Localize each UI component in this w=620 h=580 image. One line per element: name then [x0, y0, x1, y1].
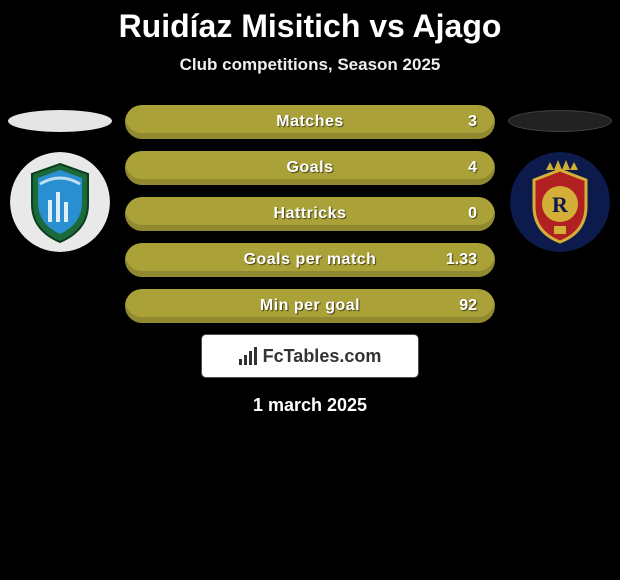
stat-bar-goals: Goals 4	[125, 151, 495, 185]
stat-bar-goals-per-match: Goals per match 1.33	[125, 243, 495, 277]
bar-chart-icon	[239, 347, 257, 365]
main-row: Matches 3 Goals 4 Hattricks 0 Goals per …	[0, 105, 620, 416]
sounders-badge-icon	[10, 152, 110, 252]
left-side	[5, 105, 115, 252]
stat-value: 0	[468, 205, 477, 223]
stat-bar-matches: Matches 3	[125, 105, 495, 139]
stat-value: 1.33	[446, 251, 477, 269]
stat-label: Min per goal	[260, 297, 360, 315]
left-player-oval	[8, 110, 112, 132]
logo-text: FcTables.com	[263, 346, 382, 367]
comparison-card: Ruidíaz Misitich vs Ajago Club competiti…	[0, 0, 620, 416]
subtitle: Club competitions, Season 2025	[0, 55, 620, 75]
stat-label: Goals per match	[244, 251, 377, 269]
left-team-badge	[10, 152, 110, 252]
stat-label: Goals	[287, 159, 334, 177]
svg-text:R: R	[552, 192, 569, 217]
right-player-oval	[508, 110, 612, 132]
right-side: R	[505, 105, 615, 252]
stat-value: 4	[468, 159, 477, 177]
stats-bars: Matches 3 Goals 4 Hattricks 0 Goals per …	[115, 105, 505, 416]
page-title: Ruidíaz Misitich vs Ajago	[0, 8, 620, 45]
stat-bar-hattricks: Hattricks 0	[125, 197, 495, 231]
stat-label: Hattricks	[274, 205, 347, 223]
date-text: 1 march 2025	[125, 395, 495, 416]
stat-value: 3	[468, 113, 477, 131]
right-team-badge: R	[510, 152, 610, 252]
stat-value: 92	[459, 297, 477, 315]
stat-label: Matches	[276, 113, 344, 131]
rsl-badge-icon: R	[510, 152, 610, 252]
fctables-logo[interactable]: FcTables.com	[202, 335, 418, 377]
stat-bar-min-per-goal: Min per goal 92	[125, 289, 495, 323]
